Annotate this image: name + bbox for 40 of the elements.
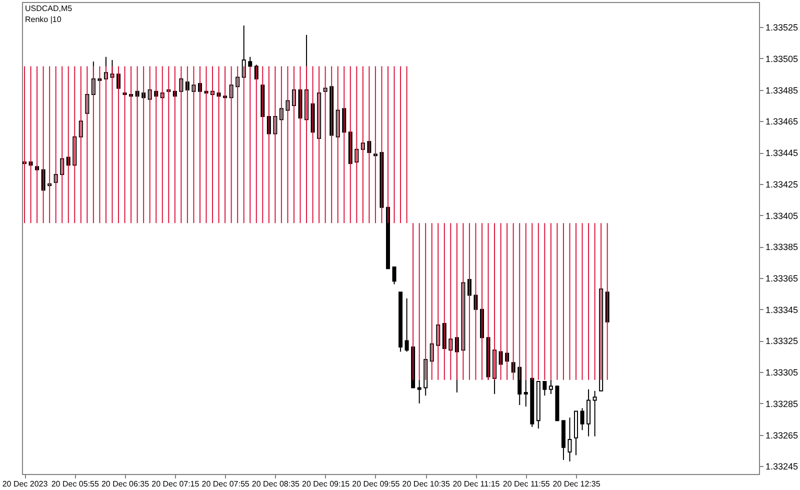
- candlestick: [592, 390, 597, 437]
- candlestick: [586, 388, 591, 437]
- x-tick-label: 20 Dec 11:55: [502, 480, 550, 488]
- y-tick-label: 1.33405: [766, 210, 798, 221]
- x-tick-label: 20 Dec 09:55: [352, 480, 400, 488]
- x-tick-label: 20 Dec 08:35: [252, 480, 300, 488]
- y-tick-label: 1.33305: [766, 368, 798, 378]
- x-tick-label: 20 Dec 05:55: [51, 480, 100, 488]
- x-tick-label: 20 Dec 07:15: [152, 480, 200, 488]
- text: Renko |10: [25, 15, 62, 24]
- candlestick: [568, 417, 572, 462]
- y-tick-label: 1.33425: [766, 179, 798, 190]
- y-tick-label: 1.33525: [766, 22, 798, 33]
- candlestick: [248, 56, 252, 67]
- y-tick-label: 1.33445: [766, 148, 798, 158]
- candlestick: [580, 408, 584, 431]
- y-tick-label: 1.33245: [766, 462, 798, 472]
- x-tick-label: 20 Dec 12:35: [552, 480, 601, 488]
- y-tick-label: 1.33385: [766, 242, 798, 252]
- y-tick-label: 1.33505: [766, 54, 798, 64]
- y-tick-label: 1.33485: [766, 85, 798, 96]
- y-tick-label: 1.33345: [766, 304, 798, 315]
- x-tick-label: 20 Dec 07:55: [202, 480, 250, 488]
- y-tick-label: 1.33365: [766, 273, 798, 284]
- y-tick-label: 1.33285: [766, 398, 798, 409]
- candlestick: [548, 379, 553, 395]
- x-tick-label: 20 Dec 09:15: [302, 480, 350, 488]
- candlestick: [542, 380, 547, 396]
- candlestick: [392, 266, 396, 285]
- y-tick-label: 1.33465: [766, 116, 798, 127]
- y-tick-label: 1.33265: [766, 430, 798, 440]
- chart-title: USDCAD,M5: [25, 4, 73, 13]
- candlestick: [417, 379, 422, 404]
- x-tick-label: 20 Dec 11:15: [452, 480, 500, 488]
- x-tick-label: 20 Dec 06:35: [101, 480, 150, 488]
- x-tick-label: 20 Dec 2023: [2, 480, 48, 488]
- candlestick: [404, 298, 409, 352]
- x-tick-label: 20 Dec 10:35: [402, 480, 450, 488]
- candlestick: [524, 379, 528, 408]
- y-tick-label: 1.33325: [766, 336, 798, 346]
